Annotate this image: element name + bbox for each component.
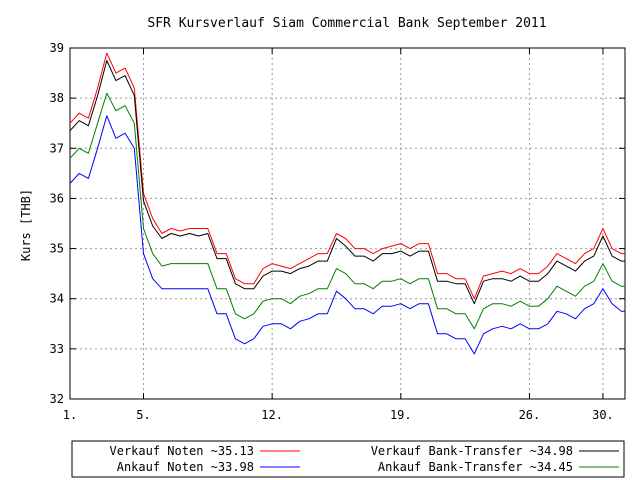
legend-label-verkauf-noten: Verkauf Noten ~35.13 xyxy=(110,444,255,458)
x-tick-label: 19. xyxy=(390,408,412,422)
plot-frame xyxy=(69,47,626,400)
legend-box xyxy=(71,440,625,478)
y-tick-label: 35 xyxy=(50,242,64,256)
legend-label-ankauf-noten: Ankauf Noten ~33.98 xyxy=(117,460,254,474)
x-tick-label: 12. xyxy=(261,408,283,422)
y-tick-label: 32 xyxy=(50,392,64,406)
y-tick-label: 34 xyxy=(50,292,64,306)
legend: Verkauf Noten ~35.13 Ankauf Noten ~33.98… xyxy=(71,440,625,478)
grid-lines xyxy=(70,48,625,399)
y-axis-label: Kurs [THB] xyxy=(19,189,33,261)
y-tick-label: 36 xyxy=(50,191,64,205)
y-tick-label: 39 xyxy=(50,41,64,55)
series-line-ankauf-noten xyxy=(69,115,625,355)
y-tick-label: 37 xyxy=(50,141,64,155)
legend-label-verkauf-bank-transfer: Verkauf Bank-Transfer ~34.98 xyxy=(371,444,573,458)
y-tick-label: 33 xyxy=(50,342,64,356)
series-line-ankauf-bank-transfer xyxy=(69,92,625,330)
x-tick-label: 30. xyxy=(592,408,614,422)
x-tick-label: 1. xyxy=(63,408,77,422)
series-line-verkauf-noten xyxy=(69,52,625,300)
axis-ticks: 32 33 34 35 36 37 38 39 1. 5. 12. 19. 26. 30. xyxy=(50,41,625,422)
legend-label-ankauf-bank-transfer: Ankauf Bank-Transfer ~34.45 xyxy=(378,460,573,474)
y-tick-label: 38 xyxy=(50,91,64,105)
chart-title: SFR Kursverlauf Siam Commercial Bank Sep… xyxy=(147,16,546,31)
series-line-verkauf-bank-transfer xyxy=(69,60,625,305)
x-tick-label: 26. xyxy=(519,408,541,422)
x-tick-label: 5. xyxy=(136,408,150,422)
series-lines xyxy=(69,52,625,355)
